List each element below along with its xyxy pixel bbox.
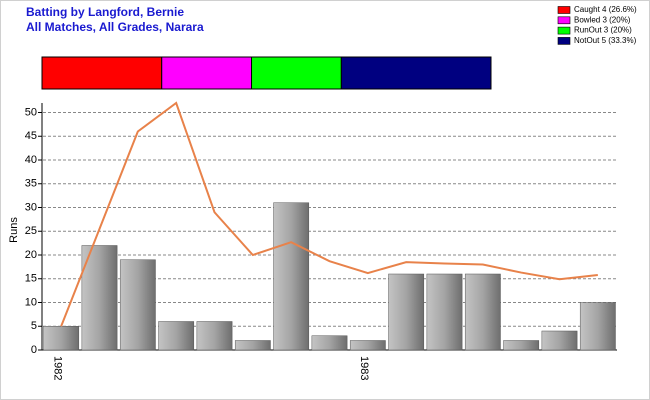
y-tick-label: 30 [25,201,37,213]
bar [426,273,463,351]
legend-swatch [557,37,571,45]
bar [464,273,501,351]
y-tick-label: 35 [25,178,37,190]
share-segment [41,56,163,90]
bar [158,321,195,351]
bar [503,340,540,351]
bar [43,326,80,351]
share-segment [340,56,492,90]
y-tick-label: 20 [25,249,37,261]
y-tick-label: 40 [25,154,37,166]
y-tick-label: 25 [25,225,37,237]
bar [388,273,425,351]
legend-swatch [557,6,571,14]
legend-label: NotOut 5 (33.3%) [574,36,637,45]
y-tick-label: 5 [31,320,37,332]
x-tick-label: 1983 [358,356,370,380]
bar [81,245,118,351]
bar [349,340,386,351]
y-tick-label: 50 [25,106,37,118]
x-tick-label: 1982 [51,356,63,380]
bar [196,321,233,351]
bar [311,335,348,351]
legend-label: Bowled 3 (20%) [574,15,631,24]
legend-label: Caught 4 (26.6%) [574,5,637,14]
y-tick-label: 10 [25,296,37,308]
bar [119,259,156,351]
y-tick-label: 0 [31,344,37,356]
average-line [60,101,598,327]
chart-subtitle: All Matches, All Grades, Narara [26,20,204,34]
share-segment [161,56,253,90]
y-axis-label: Runs [8,217,20,243]
share-segment [251,56,342,90]
bar [541,330,578,351]
y-tick-label: 45 [25,130,37,142]
y-tick-label: 15 [25,273,37,285]
bar [273,202,310,351]
legend-swatch [557,26,571,35]
chart-title: Batting by Langford, Bernie [26,5,184,19]
bar [234,340,271,351]
legend-label: RunOut 3 (20%) [574,26,632,35]
legend-swatch [557,16,571,25]
bar [579,302,616,351]
